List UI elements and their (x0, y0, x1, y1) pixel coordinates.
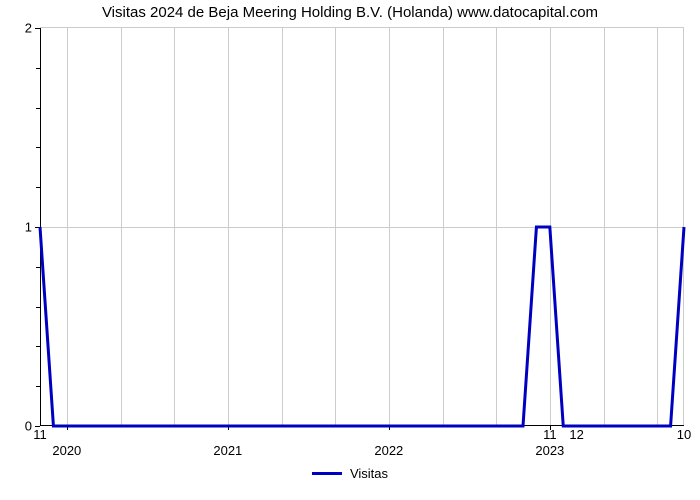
legend: Visitas (312, 466, 388, 481)
legend-label: Visitas (350, 466, 388, 481)
x-tick-label-month: 10 (677, 425, 691, 442)
x-tick-label-month: 12 (569, 425, 583, 442)
x-tick-label-month: 11 (33, 425, 47, 442)
chart-container: Visitas 2024 de Beja Meering Holding B.V… (0, 0, 700, 500)
plot-area: 012111112102020202120222023 (40, 27, 684, 425)
line-series (40, 28, 684, 426)
legend-swatch (312, 472, 342, 475)
chart-title: Visitas 2024 de Beja Meering Holding B.V… (0, 4, 700, 21)
